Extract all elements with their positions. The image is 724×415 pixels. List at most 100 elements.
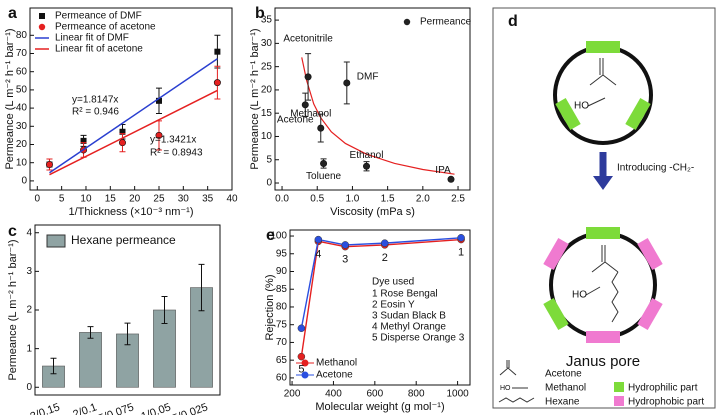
x-tick-label: 35 [202, 194, 214, 205]
panel-letter: c [8, 223, 17, 240]
x-tick-label: 30 [178, 194, 190, 205]
y-tick-label: 35 [261, 15, 273, 26]
y-tick-label: 65 [276, 355, 288, 366]
x-axis-label: 1/Thickness (×10⁻³ nm⁻¹) [68, 206, 193, 218]
point-label: 5 [298, 364, 304, 376]
legend-label: 2 Eosin Y [372, 300, 415, 311]
legend-swatch [614, 396, 624, 406]
point-label: 4 [315, 248, 321, 260]
point-label: Acetonitrile [283, 34, 333, 45]
x-tick-label: 2.5 [451, 194, 465, 205]
y-tick-label: 0 [21, 176, 27, 187]
point-label: Methanol [290, 109, 331, 120]
y-tick-label: 80 [276, 302, 288, 313]
error-bar [87, 326, 94, 339]
point [213, 79, 221, 87]
ho-label: HO [572, 290, 587, 301]
point [214, 48, 221, 55]
x-tick-label: 400 [325, 389, 342, 400]
point-label: Acetone [277, 114, 314, 125]
hydrophobic-segment [586, 331, 620, 343]
point-label: Toluene [306, 171, 341, 182]
y-tick-label: 100 [270, 231, 287, 242]
fit-line [49, 89, 218, 176]
legend-swatch [614, 382, 624, 392]
legend-label: 1 Rose Bengal [372, 289, 438, 300]
y-tick-label: 0 [266, 178, 272, 189]
hexane-icon [498, 397, 535, 403]
point [304, 73, 312, 81]
fit-curve [301, 57, 455, 175]
hydrophilic-segment [586, 41, 620, 53]
y-tick-label: 70 [16, 48, 28, 59]
point-label: 2 [382, 252, 388, 264]
acetone-icon [499, 360, 517, 376]
annotation: R² = 0.8943 [150, 148, 203, 159]
point [320, 159, 328, 167]
legend-label: 4 Methyl Orange [372, 322, 446, 333]
panel-letter: e [266, 227, 275, 244]
point [119, 128, 126, 135]
y-axis-label: Permeance (L m⁻² h⁻¹ bar⁻¹) [7, 239, 19, 380]
hydrophobic-segment [543, 238, 569, 270]
y-tick-label: 4 [26, 227, 32, 238]
y-tick-label: 60 [276, 373, 288, 384]
point [341, 241, 349, 249]
diagram: d HO Introducing -CH₂- HO Janus pore Ace… [492, 7, 716, 409]
point [381, 239, 389, 247]
y-tick-label: 50 [16, 85, 28, 96]
legend-swatch [46, 234, 66, 248]
plot-frame [274, 7, 471, 191]
y-axis-label: Permeance (L m⁻² h⁻¹ bar⁻¹) [249, 28, 261, 169]
point [343, 79, 351, 87]
y-tick-label: 20 [16, 139, 28, 150]
y-tick-label: 15 [261, 108, 273, 119]
x-tick-label: 3/0.15 [29, 401, 62, 415]
hydrophobic-segment [637, 238, 663, 270]
acetone-molecule [589, 58, 617, 86]
legend-swatch [39, 13, 45, 19]
arrow-label: Introducing -CH₂- [617, 163, 694, 174]
panel-frame [492, 7, 716, 409]
y-tick-label: 1 [26, 343, 32, 354]
y-tick-label: 10 [16, 157, 28, 168]
error-bar [50, 357, 57, 375]
x-tick-label: 800 [408, 389, 425, 400]
legend-label: Permeance [420, 17, 472, 28]
point [457, 234, 465, 242]
point [118, 139, 126, 147]
point-label: 3 [342, 254, 348, 266]
hydrophilic-segment [543, 298, 569, 330]
legend-swatch [403, 18, 411, 26]
x-tick-label: 15 [105, 194, 117, 205]
x-tick-label: 40 [226, 194, 238, 205]
x-tick-label: 2/0.1 [71, 401, 98, 415]
annotation: R² = 0.946 [72, 107, 119, 118]
x-tick-label: 0.5 [310, 194, 324, 205]
legend-label: Hexane [545, 397, 580, 408]
y-axis-label: Rejection (%) [264, 274, 276, 340]
legend-label: 3 Sudan Black B [372, 311, 446, 322]
point-label: DMF [357, 72, 379, 83]
legend-label: Hexane permeance [71, 233, 176, 247]
legend-label: Linear fit of acetone [55, 44, 143, 55]
x-axis-label: Molecular weight (g mol⁻¹) [315, 401, 444, 413]
point [297, 324, 306, 332]
legend-swatch [301, 359, 309, 367]
point [301, 101, 309, 109]
x-tick-label: 1000 [446, 389, 469, 400]
y-tick-label: 5 [266, 154, 272, 165]
y-tick-label: 60 [16, 66, 28, 77]
legend-label: Permeance of acetone [55, 22, 156, 33]
pore-label: Janus pore [566, 353, 640, 370]
legend-swatch [38, 23, 46, 31]
point [155, 97, 162, 104]
y-tick-label: 90 [276, 266, 288, 277]
y-tick-label: 75 [276, 319, 288, 330]
legend-label: Acetone [545, 369, 582, 380]
point [447, 175, 455, 183]
panel-letter: d [508, 13, 518, 30]
x-tick-label: 1.0 [345, 194, 359, 205]
point [155, 131, 163, 139]
y-tick-label: 10 [261, 131, 273, 142]
